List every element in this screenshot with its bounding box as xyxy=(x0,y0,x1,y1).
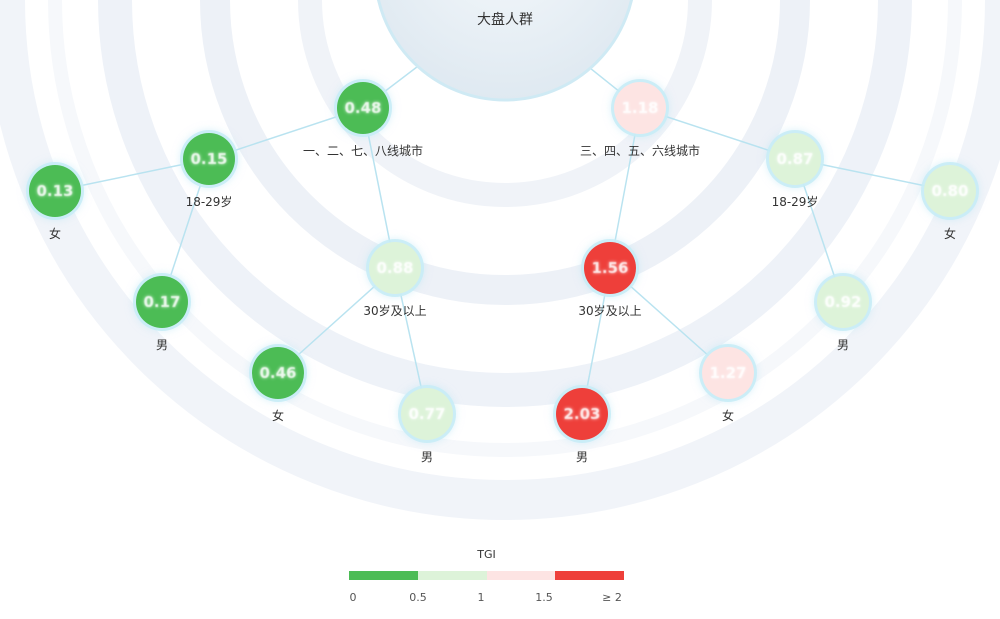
legend-tick-0: 0 xyxy=(349,591,357,604)
node-tgi-value: 0.48 xyxy=(344,99,382,117)
tree-node[interactable]: 0.46 xyxy=(252,347,304,399)
tree-node[interactable]: 1.18 xyxy=(614,82,666,134)
node-tgi-value: 0.77 xyxy=(408,405,446,423)
node-tgi-value: 2.03 xyxy=(563,405,601,423)
root-label: 大盘人群 xyxy=(477,12,533,28)
node-tgi-value: 0.13 xyxy=(36,182,74,200)
tree-node[interactable]: 1.27 xyxy=(702,347,754,399)
node-tgi-value: 0.88 xyxy=(376,259,414,277)
legend-segment-2 xyxy=(487,571,555,580)
node-label: 18-29岁 xyxy=(771,195,819,209)
legend-tick-2: 1 xyxy=(477,591,485,604)
tgi-legend: TGI 0 0.5 1 1.5 ≥ 2 xyxy=(349,548,624,608)
node-label: 女 xyxy=(721,409,735,423)
node-label: 男 xyxy=(420,450,434,464)
edge-n1-n3 xyxy=(208,107,364,160)
legend-segment-1 xyxy=(418,571,487,580)
node-tgi-value: 1.56 xyxy=(591,259,629,277)
legend-segment-0 xyxy=(349,571,418,580)
legend-tick-1: 0.5 xyxy=(409,591,427,604)
node-tgi-value: 1.18 xyxy=(621,99,659,117)
node-label: 男 xyxy=(575,450,589,464)
node-label: 女 xyxy=(48,227,62,241)
node-tgi-value: 0.92 xyxy=(824,293,862,311)
legend-segment-3 xyxy=(555,571,624,580)
node-tgi-value: 0.15 xyxy=(190,150,228,168)
node-tgi-value: 1.27 xyxy=(709,364,747,382)
tree-node[interactable]: 0.88 xyxy=(369,242,421,294)
background-rings xyxy=(0,0,1000,520)
tree-node[interactable]: 0.48 xyxy=(337,82,389,134)
node-label: 男 xyxy=(836,338,850,352)
legend-tick-4: ≥ 2 xyxy=(602,591,622,604)
node-label: 三、四、五、六线城市 xyxy=(579,144,701,158)
node-tgi-value: 0.46 xyxy=(259,364,297,382)
node-label: 女 xyxy=(943,227,957,241)
tree-node[interactable]: 0.17 xyxy=(136,276,188,328)
node-tgi-value: 0.80 xyxy=(931,182,969,200)
node-tgi-value: 0.17 xyxy=(143,293,181,311)
legend-title: TGI xyxy=(477,548,496,561)
tree-node[interactable]: 0.13 xyxy=(29,165,81,217)
node-label: 女 xyxy=(271,409,285,423)
root-node xyxy=(376,0,634,102)
edge-n2-n5 xyxy=(609,107,641,269)
node-label: 18-29岁 xyxy=(185,195,233,209)
node-tgi-value: 0.87 xyxy=(776,150,814,168)
tree-node[interactable]: 0.15 xyxy=(183,133,235,185)
tree-node[interactable]: 1.56 xyxy=(584,242,636,294)
tree-node[interactable]: 2.03 xyxy=(556,388,608,440)
node-label: 30岁及以上 xyxy=(363,304,427,318)
tree-node[interactable]: 0.92 xyxy=(817,276,869,328)
edge-n1-n4 xyxy=(362,107,396,269)
tree-node[interactable]: 0.80 xyxy=(924,165,976,217)
tree-node[interactable]: 0.87 xyxy=(769,133,821,185)
legend-tick-3: 1.5 xyxy=(535,591,553,604)
node-label: 30岁及以上 xyxy=(578,304,642,318)
node-label: 男 xyxy=(155,338,169,352)
node-label: 一、二、七、八线城市 xyxy=(302,144,424,158)
tree-node[interactable]: 0.77 xyxy=(401,388,453,440)
